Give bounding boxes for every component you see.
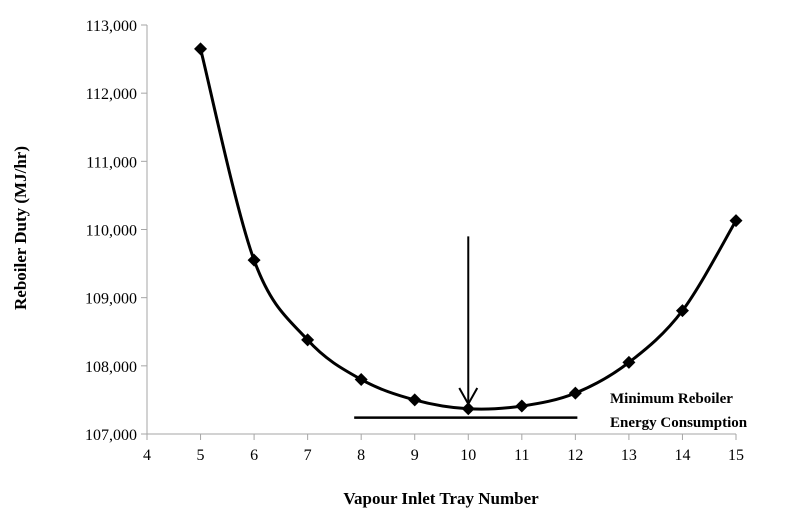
data-point-marker: [301, 333, 315, 347]
y-tick-label: 108,000: [85, 359, 137, 376]
data-point-marker: [354, 372, 368, 386]
y-tick-label: 109,000: [85, 291, 137, 308]
y-tick-label: 107,000: [85, 427, 137, 444]
y-tick-label: 111,000: [86, 154, 137, 171]
y-tick-label: 113,000: [86, 18, 137, 35]
annotation-text-line-1: Minimum Reboiler: [610, 391, 733, 407]
x-axis-title: Vapour Inlet Tray Number: [343, 489, 539, 508]
data-markers: [194, 42, 743, 416]
series-line: [199, 48, 738, 411]
y-axis-ticks: 107,000 108,000 109,000 110,000 111,000 112,0…: [85, 18, 147, 444]
y-tick-label: 112,000: [86, 86, 137, 103]
y-axis-title: Reboiler Duty (MJ/hr): [11, 146, 30, 310]
x-tick-label: 9: [411, 447, 419, 464]
data-point-marker: [568, 386, 582, 400]
x-tick-label: 14: [674, 447, 690, 464]
x-tick-label: 6: [250, 447, 258, 464]
x-tick-label: 12: [567, 447, 583, 464]
axes: [146, 25, 736, 435]
data-point-marker: [194, 42, 208, 56]
data-point-marker: [675, 304, 689, 318]
x-tick-label: 11: [514, 447, 529, 464]
data-point-marker: [461, 402, 475, 416]
data-point-marker: [408, 393, 422, 407]
x-tick-label: 13: [621, 447, 637, 464]
data-point-marker: [622, 355, 636, 369]
data-point-marker: [729, 214, 743, 228]
annotation-text-line-2: Energy Consumption: [610, 415, 748, 431]
data-point-marker: [247, 253, 261, 267]
x-tick-label: 8: [357, 447, 365, 464]
x-tick-label: 15: [728, 447, 744, 464]
x-tick-label: 5: [197, 447, 205, 464]
x-tick-label: 4: [143, 447, 151, 464]
x-tick-label: 7: [304, 447, 312, 464]
x-axis-ticks: 4 5 6 7 8 9 10 11 12 13 14 15: [143, 434, 744, 464]
data-point-marker: [515, 399, 529, 413]
x-tick-label: 10: [460, 447, 476, 464]
y-tick-label: 110,000: [86, 223, 137, 240]
